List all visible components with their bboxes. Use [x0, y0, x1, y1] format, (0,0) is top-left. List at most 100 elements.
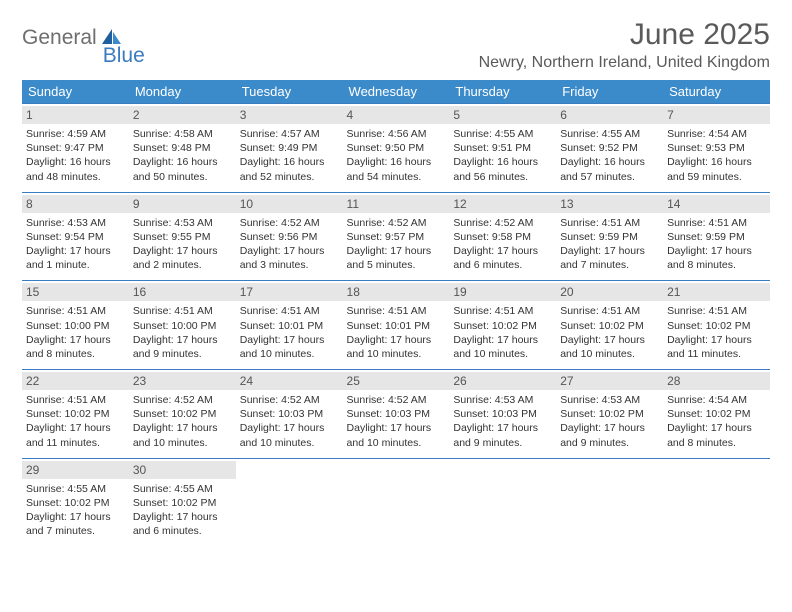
day-info: Sunrise: 4:58 AMSunset: 9:48 PMDaylight:… [133, 127, 232, 184]
sunrise-text: Sunrise: 4:51 AM [453, 304, 552, 318]
day-cell: 19Sunrise: 4:51 AMSunset: 10:02 PMDaylig… [449, 281, 556, 370]
daylight-text-2: and 3 minutes. [240, 258, 339, 272]
sunset-text: Sunset: 10:02 PM [560, 319, 659, 333]
sunset-text: Sunset: 9:55 PM [133, 230, 232, 244]
day-number: 24 [236, 372, 343, 390]
sunset-text: Sunset: 9:49 PM [240, 141, 339, 155]
day-number: 27 [556, 372, 663, 390]
day-cell: 23Sunrise: 4:52 AMSunset: 10:02 PMDaylig… [129, 370, 236, 459]
sunset-text: Sunset: 9:48 PM [133, 141, 232, 155]
daylight-text-1: Daylight: 16 hours [453, 155, 552, 169]
daylight-text-2: and 10 minutes. [240, 347, 339, 361]
sunset-text: Sunset: 10:03 PM [453, 407, 552, 421]
day-number: 10 [236, 195, 343, 213]
logo-text-general: General [22, 26, 97, 50]
daylight-text-2: and 9 minutes. [133, 347, 232, 361]
day-number: 6 [556, 106, 663, 124]
daylight-text-1: Daylight: 17 hours [560, 333, 659, 347]
day-info: Sunrise: 4:51 AMSunset: 10:02 PMDaylight… [560, 304, 659, 361]
daylight-text-1: Daylight: 17 hours [347, 244, 446, 258]
day-info: Sunrise: 4:55 AMSunset: 10:02 PMDaylight… [26, 482, 125, 539]
day-info: Sunrise: 4:52 AMSunset: 10:03 PMDaylight… [240, 393, 339, 450]
day-number: 2 [129, 106, 236, 124]
day-cell: 6 Sunrise: 4:55 AMSunset: 9:52 PMDaylight… [556, 104, 663, 193]
day-cell: 30Sunrise: 4:55 AMSunset: 10:02 PMDaylig… [129, 458, 236, 546]
sunrise-text: Sunrise: 4:51 AM [667, 304, 766, 318]
day-info: Sunrise: 4:51 AMSunset: 10:02 PMDaylight… [26, 393, 125, 450]
sunrise-text: Sunrise: 4:51 AM [26, 304, 125, 318]
sunset-text: Sunset: 9:57 PM [347, 230, 446, 244]
day-number: 26 [449, 372, 556, 390]
daylight-text-1: Daylight: 17 hours [240, 244, 339, 258]
day-cell [449, 458, 556, 546]
weekday-header-row: Sunday Monday Tuesday Wednesday Thursday… [22, 80, 770, 104]
sunset-text: Sunset: 9:59 PM [560, 230, 659, 244]
daylight-text-2: and 2 minutes. [133, 258, 232, 272]
day-number: 7 [663, 106, 770, 124]
sunrise-text: Sunrise: 4:53 AM [133, 216, 232, 230]
day-number: 11 [343, 195, 450, 213]
weekday-header: Monday [129, 80, 236, 104]
sunset-text: Sunset: 10:02 PM [667, 407, 766, 421]
day-number: 15 [22, 283, 129, 301]
sunrise-text: Sunrise: 4:51 AM [240, 304, 339, 318]
sunset-text: Sunset: 9:51 PM [453, 141, 552, 155]
day-cell: 2 Sunrise: 4:58 AMSunset: 9:48 PMDaylight… [129, 104, 236, 193]
header: General Blue June 2025 Newry, Northern I… [22, 18, 770, 72]
week-row: 8Sunrise: 4:53 AMSunset: 9:54 PMDaylight… [22, 192, 770, 281]
daylight-text-1: Daylight: 17 hours [26, 333, 125, 347]
daylight-text-2: and 10 minutes. [347, 436, 446, 450]
sunrise-text: Sunrise: 4:51 AM [347, 304, 446, 318]
daylight-text-2: and 59 minutes. [667, 170, 766, 184]
day-info: Sunrise: 4:51 AMSunset: 9:59 PMDaylight:… [667, 216, 766, 273]
sunrise-text: Sunrise: 4:51 AM [560, 304, 659, 318]
sunrise-text: Sunrise: 4:51 AM [133, 304, 232, 318]
day-cell: 17Sunrise: 4:51 AMSunset: 10:01 PMDaylig… [236, 281, 343, 370]
day-cell [343, 458, 450, 546]
day-info: Sunrise: 4:52 AMSunset: 10:03 PMDaylight… [347, 393, 446, 450]
daylight-text-1: Daylight: 17 hours [453, 333, 552, 347]
daylight-text-2: and 10 minutes. [240, 436, 339, 450]
sunrise-text: Sunrise: 4:57 AM [240, 127, 339, 141]
month-title: June 2025 [479, 18, 770, 52]
sunrise-text: Sunrise: 4:52 AM [133, 393, 232, 407]
day-info: Sunrise: 4:51 AMSunset: 10:02 PMDaylight… [453, 304, 552, 361]
weekday-header: Saturday [663, 80, 770, 104]
day-info: Sunrise: 4:55 AMSunset: 9:52 PMDaylight:… [560, 127, 659, 184]
sunset-text: Sunset: 10:03 PM [240, 407, 339, 421]
sunrise-text: Sunrise: 4:54 AM [667, 393, 766, 407]
daylight-text-2: and 8 minutes. [667, 436, 766, 450]
day-cell [556, 458, 663, 546]
day-info: Sunrise: 4:53 AMSunset: 10:03 PMDaylight… [453, 393, 552, 450]
day-info: Sunrise: 4:54 AMSunset: 10:02 PMDaylight… [667, 393, 766, 450]
sunset-text: Sunset: 10:02 PM [26, 407, 125, 421]
day-cell: 20 Sunrise: 4:51 AMSunset: 10:02 PMDaylig… [556, 281, 663, 370]
daylight-text-1: Daylight: 16 hours [347, 155, 446, 169]
sunset-text: Sunset: 9:52 PM [560, 141, 659, 155]
daylight-text-2: and 10 minutes. [133, 436, 232, 450]
day-cell: 16Sunrise: 4:51 AMSunset: 10:00 PMDaylig… [129, 281, 236, 370]
daylight-text-2: and 6 minutes. [453, 258, 552, 272]
day-info: Sunrise: 4:57 AMSunset: 9:49 PMDaylight:… [240, 127, 339, 184]
day-info: Sunrise: 4:53 AMSunset: 9:55 PMDaylight:… [133, 216, 232, 273]
day-info: Sunrise: 4:52 AMSunset: 9:58 PMDaylight:… [453, 216, 552, 273]
day-info: Sunrise: 4:53 AMSunset: 10:02 PMDaylight… [560, 393, 659, 450]
sunset-text: Sunset: 10:00 PM [26, 319, 125, 333]
logo-text-blue: Blue [103, 44, 145, 68]
day-number: 29 [22, 461, 129, 479]
sunset-text: Sunset: 10:03 PM [347, 407, 446, 421]
sunrise-text: Sunrise: 4:52 AM [453, 216, 552, 230]
weekday-header: Tuesday [236, 80, 343, 104]
sunrise-text: Sunrise: 4:55 AM [26, 482, 125, 496]
daylight-text-2: and 8 minutes. [26, 347, 125, 361]
sunrise-text: Sunrise: 4:58 AM [133, 127, 232, 141]
day-number: 20 [556, 283, 663, 301]
calendar-table: Sunday Monday Tuesday Wednesday Thursday… [22, 80, 770, 546]
sunset-text: Sunset: 10:02 PM [667, 319, 766, 333]
day-cell: 24 Sunrise: 4:52 AMSunset: 10:03 PMDaylig… [236, 370, 343, 459]
day-cell: 14Sunrise: 4:51 AMSunset: 9:59 PMDayligh… [663, 192, 770, 281]
day-cell: 12Sunrise: 4:52 AMSunset: 9:58 PMDayligh… [449, 192, 556, 281]
daylight-text-1: Daylight: 16 hours [667, 155, 766, 169]
sunset-text: Sunset: 10:02 PM [133, 407, 232, 421]
daylight-text-1: Daylight: 17 hours [560, 421, 659, 435]
